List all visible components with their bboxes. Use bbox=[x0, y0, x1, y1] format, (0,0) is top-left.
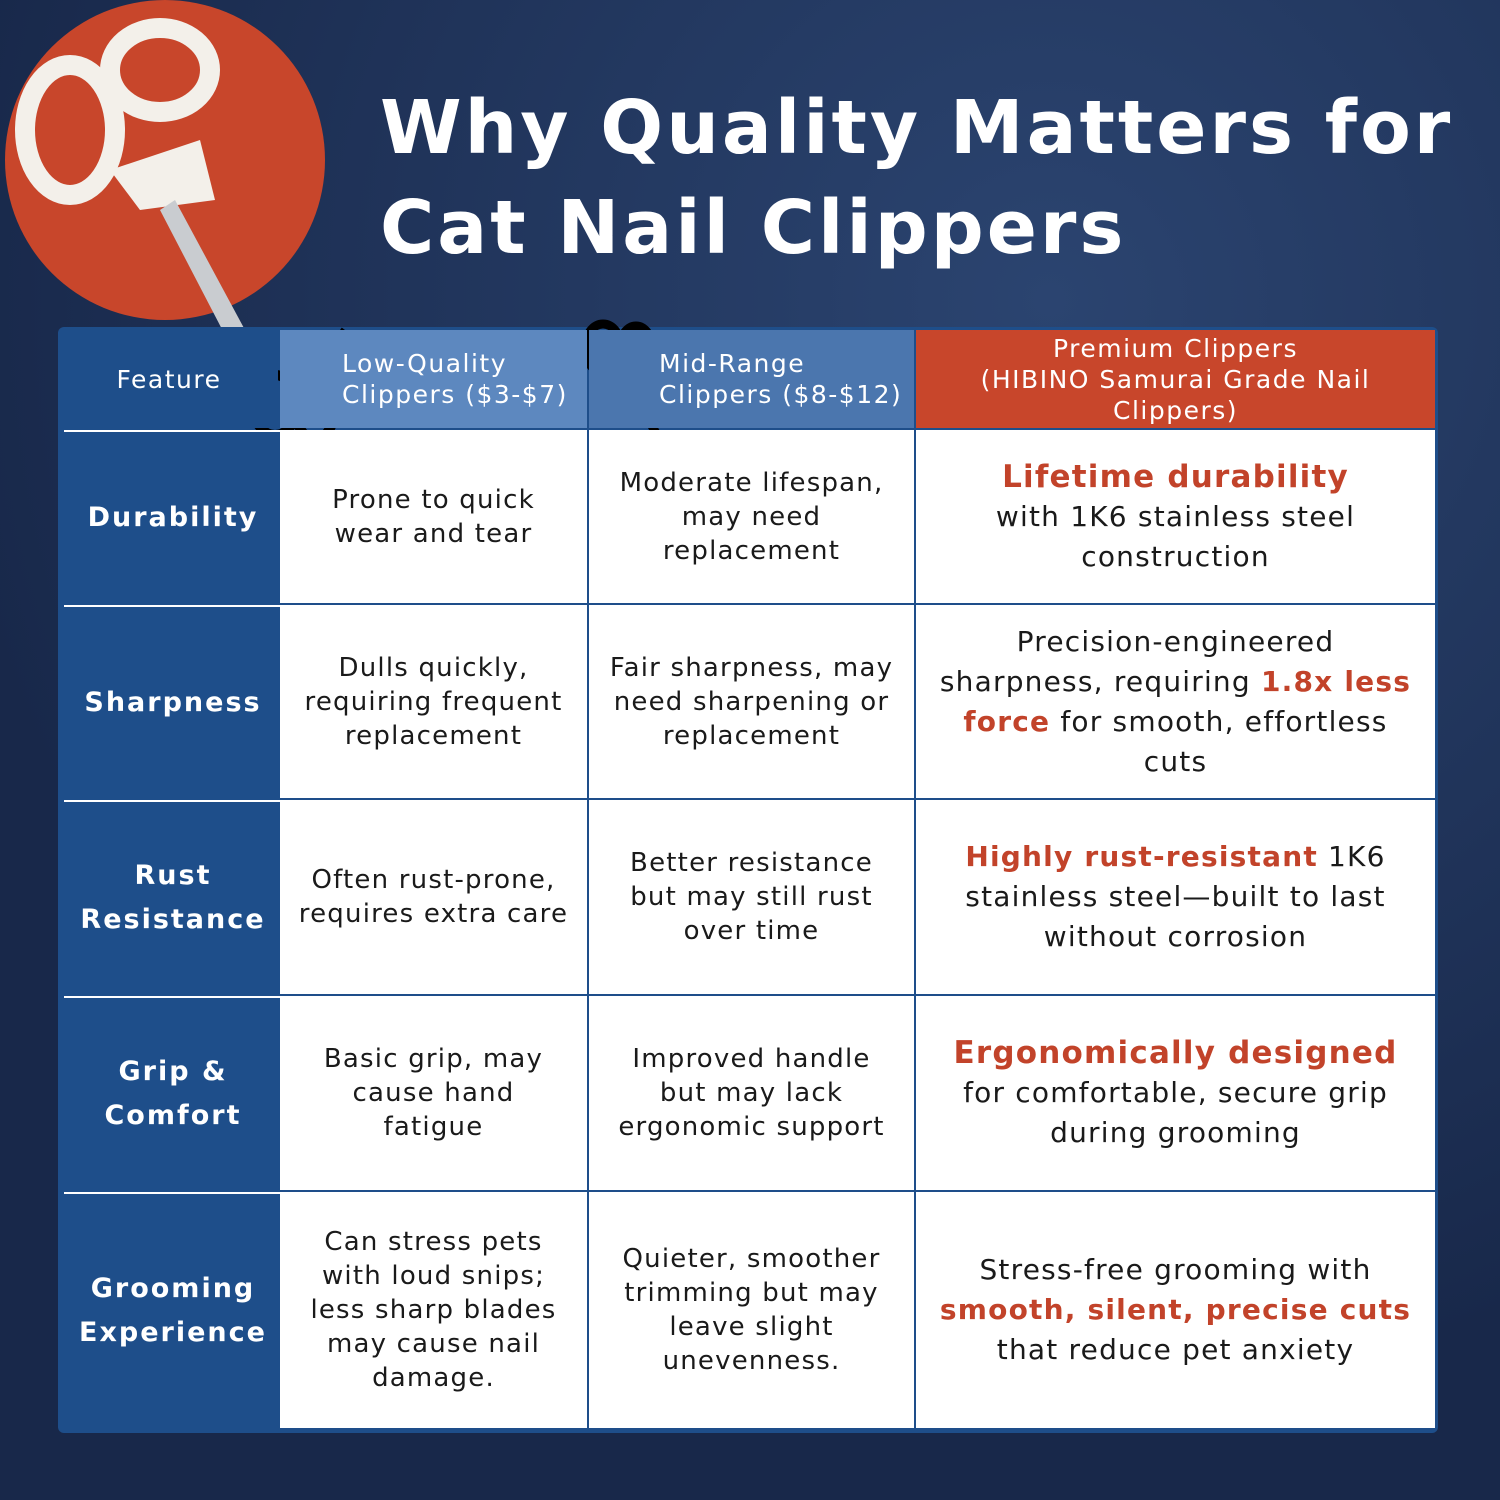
text-line: Feature bbox=[116, 364, 222, 394]
cell-text-run: Improved handle but may lack ergonomic s… bbox=[618, 1044, 885, 1142]
cell-text: Dulls quickly, requiring frequent replac… bbox=[298, 651, 569, 753]
text-line: Durability bbox=[87, 501, 259, 533]
table-cell: Basic grip, may cause hand fatigue bbox=[280, 996, 587, 1190]
text-line: Resistance bbox=[80, 904, 266, 935]
cell-text: Often rust-prone, requires extra care bbox=[298, 863, 569, 931]
cell-text: Prone to quick wear and tear bbox=[298, 483, 569, 551]
cell-text-run: 1K6 stainless steel—built to last withou… bbox=[965, 840, 1386, 953]
title: Why Quality Matters for Cat Nail Clippers bbox=[380, 78, 1453, 278]
highlight-text: Highly rust-resistant bbox=[965, 840, 1318, 873]
highlight-text: 1.8x less force bbox=[963, 664, 1412, 738]
text-line: Clippers ($8-$12) bbox=[659, 380, 903, 409]
cell-text-run: that reduce pet anxiety bbox=[996, 1333, 1355, 1366]
cell-text: Can stress pets with loud snips; less sh… bbox=[298, 1225, 569, 1395]
cell-text-run: Basic grip, may cause hand fatigue bbox=[323, 1044, 544, 1142]
feature-label: Durability bbox=[64, 430, 282, 603]
highlight-text: smooth, silent, precise cuts bbox=[939, 1293, 1412, 1326]
table-cell: Dulls quickly, requiring frequent replac… bbox=[280, 605, 587, 798]
highlight-text: Ergonomically designed bbox=[953, 1035, 1398, 1071]
table-cell: Often rust-prone, requires extra care bbox=[280, 800, 587, 994]
table-cell: Fair sharpness, may need sharpening or r… bbox=[589, 605, 914, 798]
cell-text-run: for comfortable, secure grip during groo… bbox=[963, 1076, 1388, 1149]
cell-text-run: Prone to quick wear and tear bbox=[332, 484, 535, 549]
cell-text: Moderate lifespan, may need replacement bbox=[607, 466, 896, 568]
table-cell: Better resistance but may still rust ove… bbox=[589, 800, 914, 994]
cell-text: Ergonomically designed for comfortable, … bbox=[934, 1033, 1417, 1153]
cell-text: Precision-engineered sharpness, requirin… bbox=[934, 622, 1417, 782]
feature-label: Sharpness bbox=[64, 605, 282, 798]
table-cell: Improved handle but may lack ergonomic s… bbox=[589, 996, 914, 1190]
cell-text-run: with 1K6 stainless steel construction bbox=[995, 499, 1356, 573]
cell-text: Lifetime durability with 1K6 stainless s… bbox=[934, 457, 1417, 577]
text-line: (HIBINO Samurai Grade Nail Clippers) bbox=[980, 364, 1371, 425]
text-line: Clippers ($3-$7) bbox=[342, 380, 568, 409]
column-header: Mid-Range Clippers ($8-$12) bbox=[589, 330, 914, 428]
cell-text: Better resistance but may still rust ove… bbox=[607, 846, 896, 948]
text-line: Why Quality Matters for bbox=[380, 85, 1454, 171]
cell-text: Highly rust-resistant 1K6 stainless stee… bbox=[934, 837, 1417, 957]
feature-label: Grip & Comfort bbox=[64, 996, 282, 1190]
cell-text-run: Moderate lifespan, may need replacement bbox=[619, 467, 884, 566]
table-cell: Stress-free grooming with smooth, silent… bbox=[916, 1192, 1435, 1428]
cell-text-run: Quieter, smoother trimming but may leave… bbox=[622, 1244, 881, 1376]
text-line: Sharpness bbox=[84, 686, 262, 718]
text-line: Rust bbox=[134, 860, 212, 891]
text-line: Cat Nail Clippers bbox=[380, 185, 1127, 271]
highlight-text: Lifetime durability bbox=[1002, 458, 1349, 495]
cell-text-run: Fair sharpness, may need sharpening or r… bbox=[609, 652, 894, 751]
cell-text-run: Can stress pets with loud snips; less sh… bbox=[310, 1227, 557, 1393]
text-line: Grip & bbox=[118, 1056, 228, 1087]
cell-text: Fair sharpness, may need sharpening or r… bbox=[607, 651, 896, 753]
table-cell: Can stress pets with loud snips; less sh… bbox=[280, 1192, 587, 1428]
text-line: Premium Clippers bbox=[1053, 333, 1298, 363]
cell-text-run: Precision-engineered sharpness, requirin… bbox=[939, 624, 1335, 698]
table-cell: Prone to quick wear and tear bbox=[280, 430, 587, 603]
column-header: Feature bbox=[60, 330, 278, 428]
cell-text: Quieter, smoother trimming but may leave… bbox=[607, 1242, 896, 1378]
text-line: Grooming bbox=[90, 1273, 256, 1304]
text-line: Low-Quality bbox=[342, 349, 507, 378]
feature-label: Grooming Experience bbox=[64, 1192, 282, 1428]
cell-text-run: Better resistance but may still rust ove… bbox=[630, 848, 873, 946]
cell-text-run: Stress-free grooming with bbox=[979, 1253, 1372, 1286]
table-cell: Ergonomically designed for comfortable, … bbox=[916, 996, 1435, 1190]
table-cell: Lifetime durability with 1K6 stainless s… bbox=[916, 430, 1435, 603]
cell-text: Stress-free grooming with smooth, silent… bbox=[934, 1250, 1417, 1370]
feature-label: Rust Resistance bbox=[64, 800, 282, 994]
cell-text-run: Often rust-prone, requires extra care bbox=[298, 865, 569, 929]
text-line: Comfort bbox=[104, 1100, 242, 1131]
table-cell: Highly rust-resistant 1K6 stainless stee… bbox=[916, 800, 1435, 994]
cell-text-run: for smooth, effortless cuts bbox=[1060, 704, 1388, 778]
table-cell: Quieter, smoother trimming but may leave… bbox=[589, 1192, 914, 1428]
text-line: Mid-Range bbox=[659, 349, 806, 378]
product-illustration bbox=[5, 0, 325, 335]
table-cell: Precision-engineered sharpness, requirin… bbox=[916, 605, 1435, 798]
cell-text: Basic grip, may cause hand fatigue bbox=[298, 1042, 569, 1144]
table-cell: Moderate lifespan, may need replacement bbox=[589, 430, 914, 603]
column-header: Low-Quality Clippers ($3-$7) bbox=[280, 330, 587, 428]
column-header: Premium Clippers (HIBINO Samurai Grade Na… bbox=[916, 330, 1435, 428]
cell-text-run: Dulls quickly, requiring frequent replac… bbox=[304, 652, 563, 751]
text-line: Experience bbox=[79, 1317, 267, 1348]
cell-text: Improved handle but may lack ergonomic s… bbox=[607, 1042, 896, 1144]
